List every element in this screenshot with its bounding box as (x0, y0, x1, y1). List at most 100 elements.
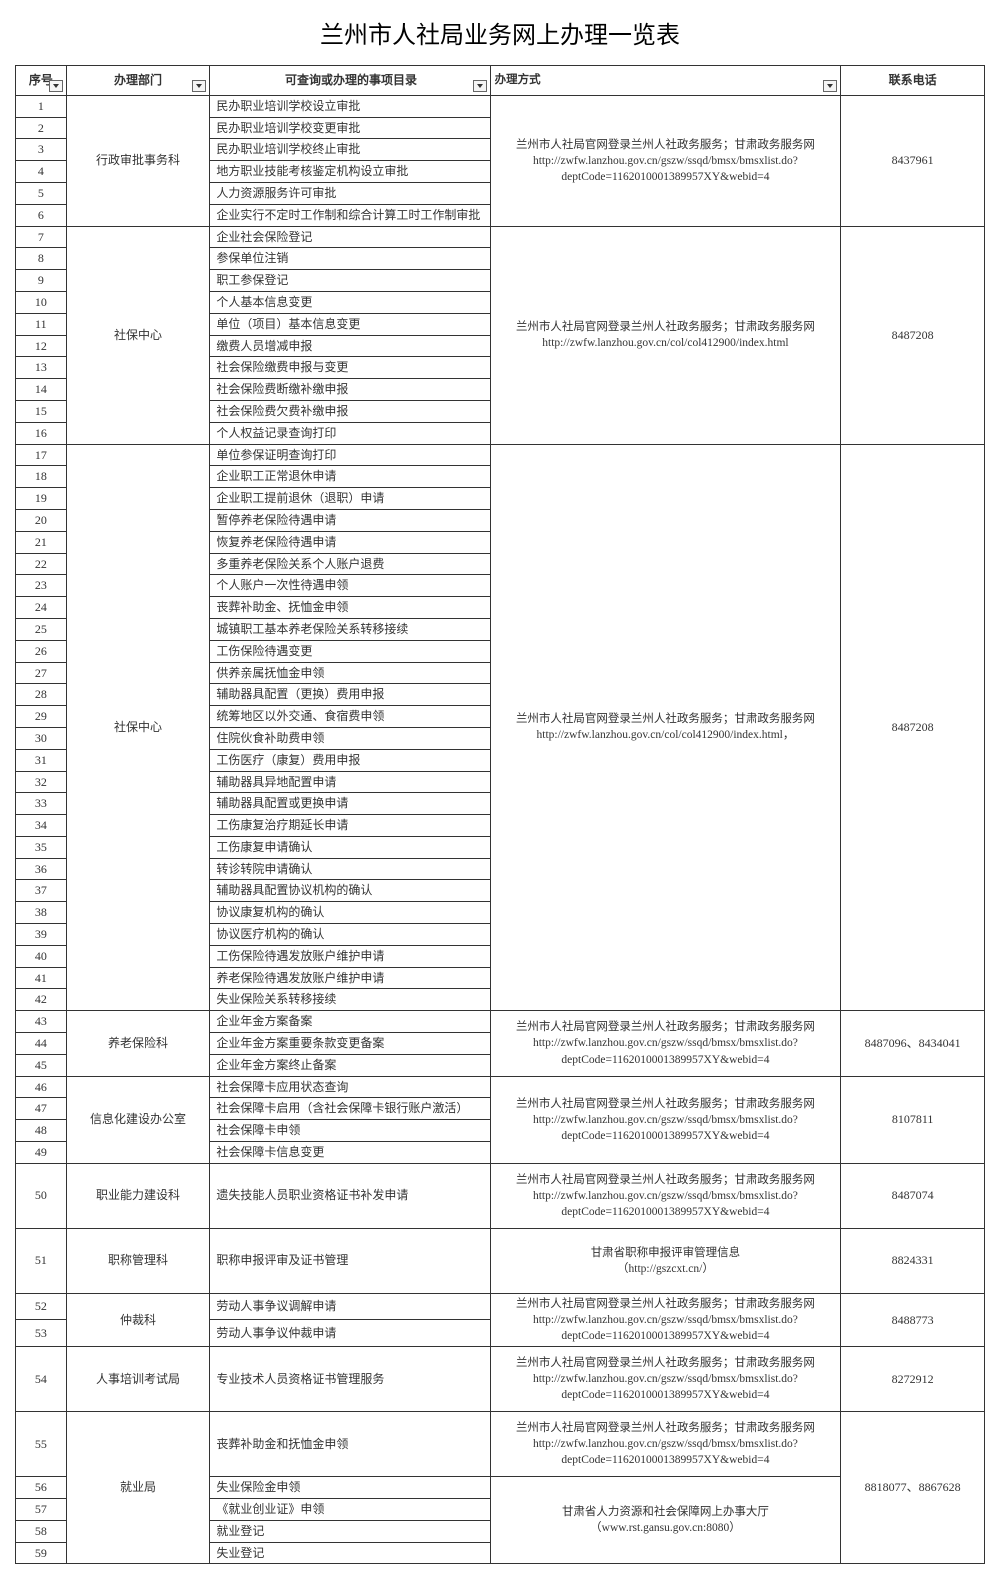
item-cell: 暂停养老保险待遇申请 (210, 509, 490, 531)
header-dept[interactable]: 办理部门 (66, 66, 210, 96)
header-item[interactable]: 可查询或办理的事项目录 (210, 66, 490, 96)
item-cell: 遗失技能人员职业资格证书补发申请 (210, 1163, 490, 1228)
method-cell: 兰州市人社局官网登录兰州人社政务服务；甘肃政务服务网http://zwfw.la… (490, 1293, 841, 1346)
item-cell: 地方职业技能考核鉴定机构设立审批 (210, 161, 490, 183)
filter-icon[interactable] (473, 80, 487, 92)
item-cell: 工伤保险待遇变更 (210, 640, 490, 662)
seq-cell: 3 (16, 139, 67, 161)
header-item-label: 可查询或办理的事项目录 (285, 73, 417, 87)
method-cell: 兰州市人社局官网登录兰州人社政务服务；甘肃政务服务网http://zwfw.la… (490, 226, 841, 444)
item-cell: 单位（项目）基本信息变更 (210, 313, 490, 335)
phone-cell: 8487208 (841, 444, 985, 1011)
seq-cell: 32 (16, 771, 67, 793)
seq-cell: 24 (16, 597, 67, 619)
item-cell: 工伤康复治疗期延长申请 (210, 815, 490, 837)
item-cell: 社会保障卡应用状态查询 (210, 1076, 490, 1098)
method-cell: 甘肃省人力资源和社会保障网上办事大厅（www.rst.gansu.gov.cn:… (490, 1477, 841, 1564)
item-cell: 辅助器具异地配置申请 (210, 771, 490, 793)
item-cell: 住院伙食补助费申领 (210, 727, 490, 749)
filter-icon[interactable] (192, 80, 206, 92)
seq-cell: 41 (16, 967, 67, 989)
seq-cell: 29 (16, 706, 67, 728)
seq-cell: 51 (16, 1228, 67, 1293)
table-row: 7社保中心企业社会保险登记兰州市人社局官网登录兰州人社政务服务；甘肃政务服务网h… (16, 226, 985, 248)
item-cell: 辅助器具配置（更换）费用申报 (210, 684, 490, 706)
item-cell: 《就业创业证》申领 (210, 1498, 490, 1520)
item-cell: 城镇职工基本养老保险关系转移接续 (210, 618, 490, 640)
method-cell: 兰州市人社局官网登录兰州人社政务服务；甘肃政务服务网http://zwfw.la… (490, 1011, 841, 1076)
method-cell: 甘肃省职称申报评审管理信息（http://gszcxt.cn/） (490, 1228, 841, 1293)
item-cell: 失业登记 (210, 1542, 490, 1564)
item-cell: 企业社会保险登记 (210, 226, 490, 248)
header-phone-label: 联系电话 (889, 73, 937, 87)
seq-cell: 55 (16, 1412, 67, 1477)
seq-cell: 59 (16, 1542, 67, 1564)
seq-cell: 42 (16, 989, 67, 1011)
seq-cell: 53 (16, 1320, 67, 1347)
header-row: 序号 办理部门 可查询或办理的事项目录 办理方式 联系电话 (16, 66, 985, 96)
seq-cell: 44 (16, 1033, 67, 1055)
phone-cell: 8818077、8867628 (841, 1412, 985, 1564)
table-row: 46信息化建设办公室社会保障卡应用状态查询兰州市人社局官网登录兰州人社政务服务；… (16, 1076, 985, 1098)
table-row: 52仲裁科劳动人事争议调解申请兰州市人社局官网登录兰州人社政务服务；甘肃政务服务… (16, 1293, 985, 1320)
seq-cell: 19 (16, 488, 67, 510)
item-cell: 工伤康复申请确认 (210, 836, 490, 858)
dept-cell: 仲裁科 (66, 1293, 210, 1346)
method-cell: 兰州市人社局官网登录兰州人社政务服务；甘肃政务服务网http://zwfw.la… (490, 95, 841, 226)
filter-icon[interactable] (823, 80, 837, 92)
seq-cell: 46 (16, 1076, 67, 1098)
seq-cell: 28 (16, 684, 67, 706)
seq-cell: 43 (16, 1011, 67, 1033)
dept-cell: 社保中心 (66, 226, 210, 444)
seq-cell: 57 (16, 1498, 67, 1520)
item-cell: 专业技术人员资格证书管理服务 (210, 1347, 490, 1412)
seq-cell: 47 (16, 1098, 67, 1120)
dept-cell: 社保中心 (66, 444, 210, 1011)
table-row: 55就业局丧葬补助金和抚恤金申领兰州市人社局官网登录兰州人社政务服务；甘肃政务服… (16, 1412, 985, 1477)
method-cell: 兰州市人社局官网登录兰州人社政务服务；甘肃政务服务网http://zwfw.la… (490, 1163, 841, 1228)
phone-cell: 8824331 (841, 1228, 985, 1293)
seq-cell: 30 (16, 727, 67, 749)
item-cell: 职称申报评审及证书管理 (210, 1228, 490, 1293)
header-method[interactable]: 办理方式 (490, 66, 841, 96)
item-cell: 参保单位注销 (210, 248, 490, 270)
header-seq[interactable]: 序号 (16, 66, 67, 96)
seq-cell: 38 (16, 902, 67, 924)
item-cell: 供养亲属抚恤金申领 (210, 662, 490, 684)
item-cell: 转诊转院申请确认 (210, 858, 490, 880)
table-row: 43养老保险科企业年金方案备案兰州市人社局官网登录兰州人社政务服务；甘肃政务服务… (16, 1011, 985, 1033)
item-cell: 协议康复机构的确认 (210, 902, 490, 924)
seq-cell: 26 (16, 640, 67, 662)
item-cell: 企业年金方案重要条款变更备案 (210, 1033, 490, 1055)
item-cell: 社会保障卡申领 (210, 1120, 490, 1142)
seq-cell: 52 (16, 1293, 67, 1320)
filter-icon[interactable] (49, 80, 63, 92)
seq-cell: 35 (16, 836, 67, 858)
item-cell: 丧葬补助金和抚恤金申领 (210, 1412, 490, 1477)
table-row: 51职称管理科职称申报评审及证书管理甘肃省职称申报评审管理信息（http://g… (16, 1228, 985, 1293)
seq-cell: 36 (16, 858, 67, 880)
seq-cell: 21 (16, 531, 67, 553)
seq-cell: 25 (16, 618, 67, 640)
phone-cell: 8487208 (841, 226, 985, 444)
item-cell: 丧葬补助金、抚恤金申领 (210, 597, 490, 619)
phone-cell: 8487096、8434041 (841, 1011, 985, 1076)
method-cell: 兰州市人社局官网登录兰州人社政务服务；甘肃政务服务网http://zwfw.la… (490, 1412, 841, 1477)
seq-cell: 39 (16, 924, 67, 946)
seq-cell: 7 (16, 226, 67, 248)
table-row: 50职业能力建设科遗失技能人员职业资格证书补发申请兰州市人社局官网登录兰州人社政… (16, 1163, 985, 1228)
method-cell: 兰州市人社局官网登录兰州人社政务服务；甘肃政务服务网http://zwfw.la… (490, 1076, 841, 1163)
seq-cell: 11 (16, 313, 67, 335)
seq-cell: 9 (16, 270, 67, 292)
table-row: 54人事培训考试局专业技术人员资格证书管理服务兰州市人社局官网登录兰州人社政务服… (16, 1347, 985, 1412)
phone-cell: 8107811 (841, 1076, 985, 1163)
item-cell: 企业职工正常退休申请 (210, 466, 490, 488)
table-row: 17社保中心单位参保证明查询打印兰州市人社局官网登录兰州人社政务服务；甘肃政务服… (16, 444, 985, 466)
data-table: 序号 办理部门 可查询或办理的事项目录 办理方式 联系电话 (15, 65, 985, 1564)
phone-cell: 8272912 (841, 1347, 985, 1412)
seq-cell: 10 (16, 291, 67, 313)
seq-cell: 22 (16, 553, 67, 575)
seq-cell: 58 (16, 1520, 67, 1542)
seq-cell: 16 (16, 422, 67, 444)
item-cell: 工伤医疗（康复）费用申报 (210, 749, 490, 771)
